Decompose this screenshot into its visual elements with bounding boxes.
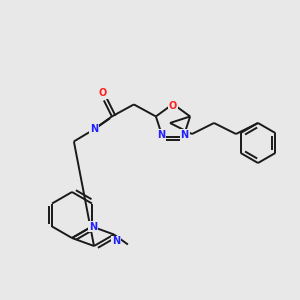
- Text: O: O: [169, 101, 177, 111]
- Text: N: N: [90, 124, 98, 134]
- Text: O: O: [99, 88, 107, 98]
- Text: N: N: [112, 236, 120, 247]
- Text: N: N: [158, 130, 166, 140]
- Text: N: N: [89, 221, 97, 232]
- Text: N: N: [181, 130, 189, 140]
